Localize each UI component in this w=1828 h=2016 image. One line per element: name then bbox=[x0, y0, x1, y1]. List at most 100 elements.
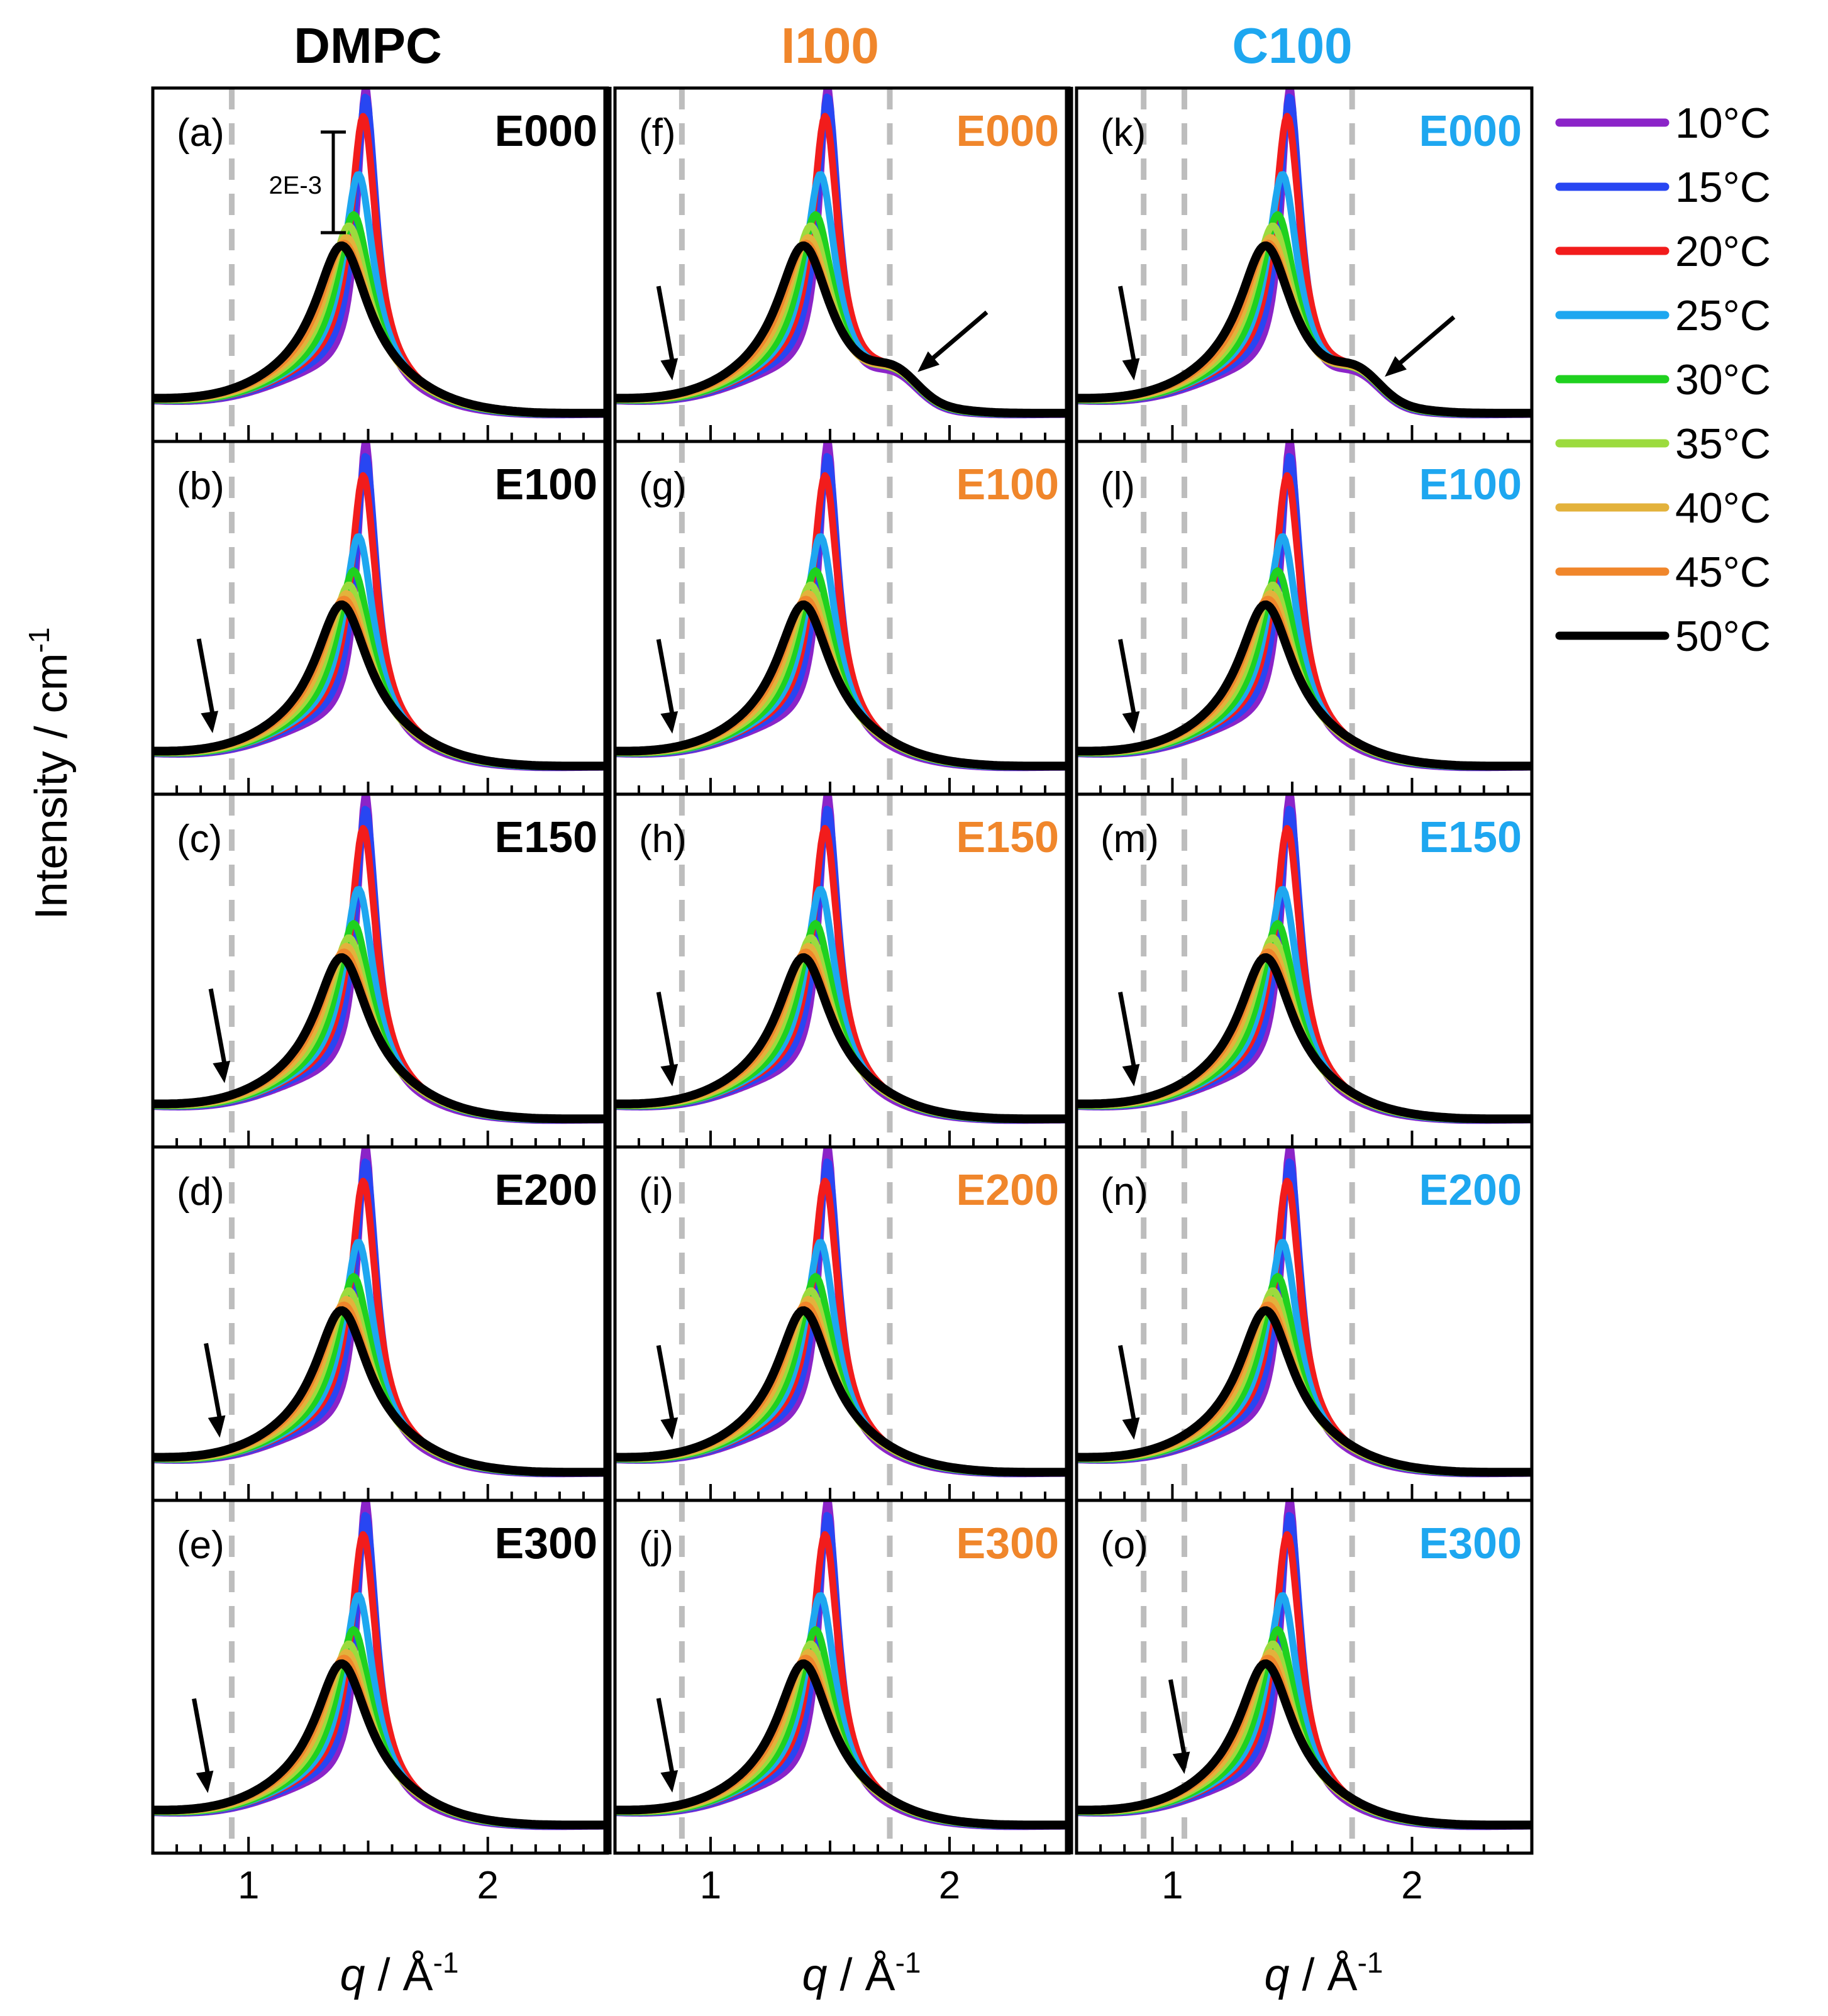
row-tag: E000 bbox=[495, 106, 597, 155]
panel-letter: (f) bbox=[639, 111, 676, 155]
column-title-dmpc: DMPC bbox=[294, 18, 442, 74]
series-50°C bbox=[153, 241, 607, 418]
legend-label: 50°C bbox=[1675, 612, 1771, 660]
panel-letter: (d) bbox=[177, 1170, 224, 1214]
arrow bbox=[656, 639, 675, 716]
series-50°C bbox=[1077, 1659, 1532, 1830]
panel-letter: (h) bbox=[639, 817, 687, 861]
arrow bbox=[192, 1698, 210, 1775]
panel-9: (i) E200 bbox=[613, 1145, 1071, 1502]
series-50°C bbox=[153, 953, 607, 1124]
arrow-head bbox=[196, 1770, 214, 1793]
panel-letter: (l) bbox=[1100, 465, 1135, 508]
series-25°C bbox=[153, 171, 607, 418]
series-50°C bbox=[153, 600, 607, 771]
series-50°C bbox=[1077, 1306, 1532, 1477]
row-tag: E150 bbox=[956, 812, 1059, 861]
panel-14: (n) E200 bbox=[1075, 1145, 1534, 1502]
panel-letter: (g) bbox=[639, 465, 687, 508]
scale-bar-label: 2E-3 bbox=[269, 172, 323, 199]
arrow-head bbox=[917, 351, 940, 372]
legend-item: 20°C bbox=[1555, 228, 1771, 275]
arrow bbox=[1168, 1679, 1187, 1756]
arrow bbox=[1118, 992, 1136, 1068]
arrow bbox=[1118, 285, 1136, 362]
legend-label: 25°C bbox=[1675, 292, 1771, 340]
x-tick-label: 2 bbox=[939, 1864, 960, 1907]
svg-text:Intensity / cm-1: Intensity / cm-1 bbox=[23, 627, 77, 919]
panel-12: (l) E100 bbox=[1075, 440, 1534, 796]
panel-1: (a) E000 2E-3 bbox=[151, 86, 609, 443]
row-tag: E200 bbox=[1419, 1165, 1522, 1214]
arrow-head bbox=[1172, 1751, 1190, 1775]
arrow bbox=[656, 992, 675, 1068]
row-tag: E150 bbox=[1419, 812, 1522, 861]
panel-3: (c) E150 bbox=[151, 792, 609, 1149]
legend-label: 45°C bbox=[1675, 548, 1771, 596]
legend-label: 40°C bbox=[1675, 484, 1771, 532]
arrow-head bbox=[660, 358, 679, 381]
panel-letter: (j) bbox=[639, 1524, 673, 1567]
legend-item: 30°C bbox=[1555, 356, 1771, 404]
arrow bbox=[1118, 639, 1136, 716]
arrow-head bbox=[1122, 1064, 1140, 1087]
svg-text:q / Å-1: q / Å-1 bbox=[1265, 1946, 1383, 2000]
x-tick-label: 2 bbox=[477, 1864, 498, 1907]
legend-item: 15°C bbox=[1555, 163, 1771, 211]
arrow bbox=[1397, 315, 1456, 366]
arrow-head bbox=[208, 1415, 226, 1438]
column-title-i100: I100 bbox=[781, 18, 879, 74]
legend-label: 10°C bbox=[1675, 99, 1771, 147]
arrow bbox=[208, 988, 227, 1065]
panel-15: (o) E300 1 2 bbox=[1075, 1498, 1534, 1907]
legend-item: 35°C bbox=[1555, 420, 1771, 468]
series-20°C bbox=[153, 113, 607, 418]
series-50°C bbox=[615, 953, 1069, 1124]
arrow-head bbox=[660, 1417, 679, 1440]
x-axis-label-1: q / Å-1 bbox=[340, 1946, 459, 2000]
row-tag: E200 bbox=[956, 1165, 1059, 1214]
arrow bbox=[1118, 1344, 1136, 1422]
panel-13: (m) E150 bbox=[1075, 792, 1534, 1149]
panel-letter: (c) bbox=[177, 817, 222, 861]
legend-label: 30°C bbox=[1675, 356, 1771, 404]
arrow bbox=[204, 1343, 222, 1420]
panel-letter: (i) bbox=[639, 1170, 673, 1214]
svg-text:q / Å-1: q / Å-1 bbox=[802, 1946, 921, 2000]
x-tick-label: 1 bbox=[700, 1864, 721, 1907]
panel-5: (e) E300 1 2 bbox=[151, 1498, 609, 1907]
series-50°C bbox=[615, 600, 1069, 771]
arrow bbox=[656, 285, 675, 362]
series-50°C bbox=[1077, 953, 1532, 1124]
legend-label: 35°C bbox=[1675, 420, 1771, 468]
legend-item: 10°C bbox=[1555, 99, 1771, 147]
panel-letter: (e) bbox=[177, 1524, 224, 1567]
panel-letter: (m) bbox=[1100, 817, 1159, 861]
series-50°C bbox=[615, 241, 1069, 418]
arrow-head bbox=[1122, 1417, 1140, 1440]
panel-8: (h) E150 bbox=[613, 792, 1071, 1149]
arrow bbox=[929, 310, 989, 362]
x-tick-label: 1 bbox=[238, 1864, 259, 1907]
y-axis-label: Intensity / cm-1 bbox=[23, 627, 77, 919]
row-tag: E000 bbox=[956, 106, 1059, 155]
column-title-c100: C100 bbox=[1232, 18, 1352, 74]
row-tag: E100 bbox=[956, 460, 1059, 509]
arrow bbox=[196, 638, 215, 715]
row-tag: E100 bbox=[495, 460, 597, 509]
series-50°C bbox=[1077, 600, 1532, 771]
arrow bbox=[656, 1344, 675, 1422]
panel-7: (g) E100 bbox=[613, 440, 1071, 796]
series-50°C bbox=[153, 1306, 607, 1477]
row-tag: E000 bbox=[1419, 106, 1522, 155]
arrow-head bbox=[1122, 358, 1140, 381]
arrow-head bbox=[1122, 711, 1140, 734]
panel-2: (b) E100 bbox=[151, 440, 609, 796]
row-tag: E300 bbox=[1419, 1519, 1522, 1568]
panel-11: (k) E000 bbox=[1075, 86, 1534, 443]
series-50°C bbox=[615, 1659, 1069, 1830]
arrow bbox=[656, 1698, 675, 1775]
panel-letter: (o) bbox=[1100, 1524, 1148, 1567]
row-tag: E100 bbox=[1419, 460, 1522, 509]
